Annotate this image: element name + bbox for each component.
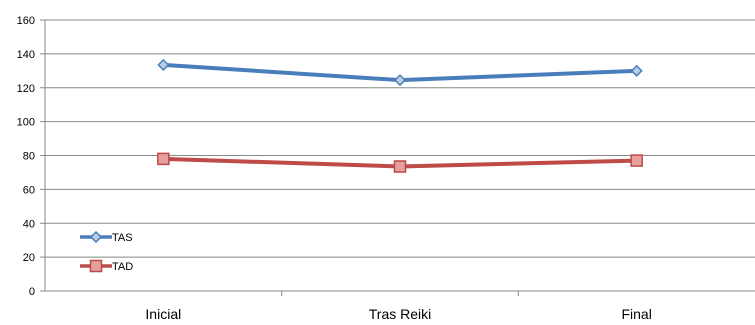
x-tick-label: Inicial: [145, 306, 181, 322]
series-tad: [157, 152, 643, 173]
data-point: [630, 64, 643, 77]
y-tick-label: 160: [17, 15, 35, 27]
data-point: [393, 74, 407, 87]
x-tick-label: Final: [621, 306, 651, 322]
y-tick-label: 20: [23, 252, 35, 264]
legend-entry: TAS: [80, 230, 133, 244]
x-axis: Inicial Tras Reiki Final: [45, 290, 755, 322]
y-tick-label: 40: [23, 218, 35, 230]
legend-label: TAS: [112, 232, 133, 244]
data-point: [393, 160, 407, 173]
legend-entry: TAD: [80, 259, 133, 273]
y-tick-label: 140: [17, 49, 35, 61]
series-layer: [157, 58, 643, 173]
x-tick-label: Tras Reiki: [369, 306, 432, 322]
legend: TAS TAD: [80, 230, 133, 273]
y-tick-label: 120: [17, 83, 35, 95]
y-tick-label: 100: [17, 117, 35, 129]
y-tick-label: 80: [23, 151, 35, 163]
legend-label: TAD: [112, 261, 133, 273]
data-point: [630, 154, 643, 167]
series-tas: [157, 58, 643, 87]
data-point: [157, 152, 170, 166]
y-axis: 0 20 40 60 80 100 120 140 160: [17, 15, 46, 298]
y-tick-label: 0: [29, 286, 35, 298]
gridlines: [40, 19, 755, 292]
y-tick-label: 60: [23, 184, 35, 196]
legend-marker: [89, 259, 103, 273]
data-point: [157, 58, 170, 71]
legend-marker: [89, 230, 103, 244]
